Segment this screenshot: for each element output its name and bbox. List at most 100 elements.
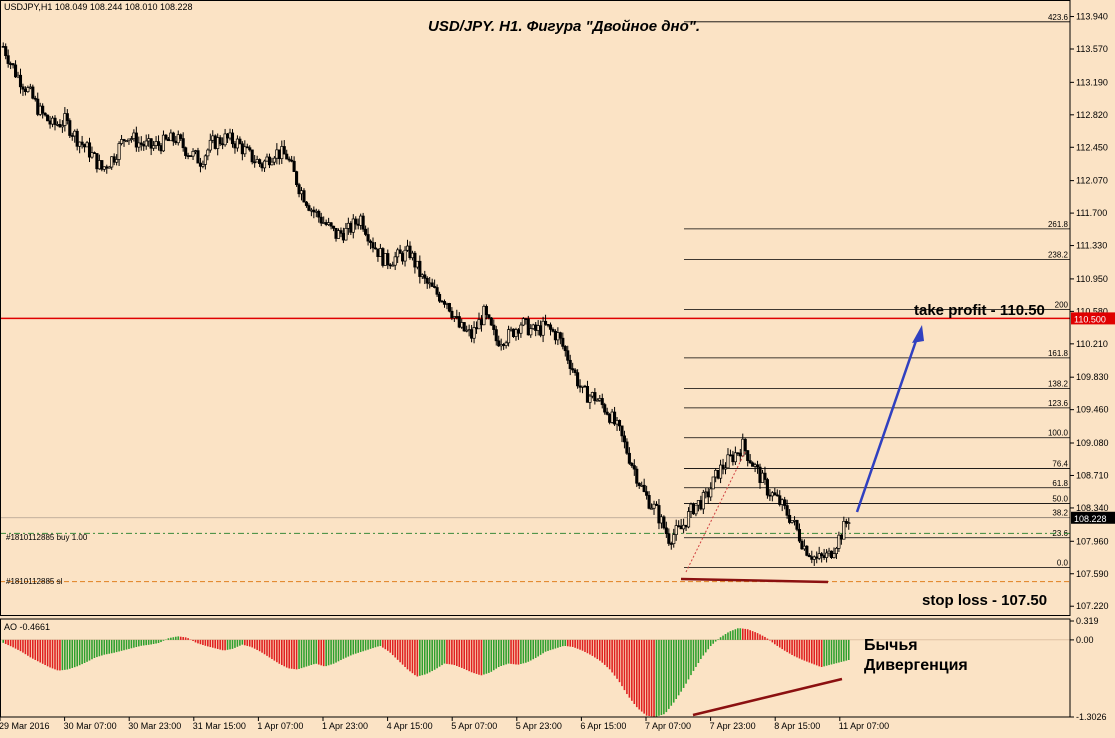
price-marker-label: 110.500 <box>1074 314 1106 324</box>
candle-body <box>765 479 769 496</box>
candle-body <box>127 138 131 142</box>
candle-body <box>682 524 686 530</box>
candle-body <box>413 252 417 268</box>
candle-body <box>544 320 548 325</box>
candle-body <box>600 398 604 405</box>
candle-body <box>267 156 272 166</box>
price-tick-label: 109.460 <box>1076 405 1109 415</box>
candle-body <box>235 138 239 149</box>
candle-body <box>778 495 782 505</box>
candle-body <box>351 218 355 233</box>
candle-body <box>381 248 385 266</box>
candle-body <box>563 346 567 352</box>
candle-body <box>551 329 555 332</box>
candle-body <box>566 350 570 361</box>
candle-body <box>783 499 787 506</box>
candle-body <box>775 494 779 497</box>
candle-body <box>507 329 511 344</box>
candle-body <box>250 149 254 163</box>
candle-body <box>349 222 353 233</box>
candle-body <box>87 142 92 158</box>
candle-body <box>260 163 264 169</box>
candle-body <box>797 529 802 542</box>
candle-body <box>312 209 316 213</box>
candle-body <box>240 143 244 155</box>
take-profit-annotation: take profit - 110.50 <box>914 302 1045 319</box>
candle-body <box>211 135 215 141</box>
candle-body <box>366 234 370 242</box>
candle-body <box>245 146 249 149</box>
candle-body <box>396 249 400 258</box>
candle-body <box>58 124 62 128</box>
candle-body <box>85 142 89 148</box>
candle-body <box>117 143 121 160</box>
candle-body <box>667 533 671 544</box>
candle-body <box>191 151 195 157</box>
time-tick-label: 1 Apr 23:00 <box>322 721 368 731</box>
target-arrow-line <box>855 334 920 513</box>
candle-body <box>46 114 50 122</box>
candle-body <box>728 454 732 457</box>
candle-body <box>92 152 96 154</box>
candle-body <box>129 138 133 140</box>
candle-body <box>541 320 545 336</box>
candle-body <box>213 135 217 149</box>
candle-body <box>97 160 101 170</box>
price-tick-label: 111.330 <box>1076 241 1107 251</box>
candle-body <box>334 227 338 239</box>
candle-body <box>428 282 432 285</box>
awesome-oscillator-chart <box>0 628 1070 717</box>
fibonacci-level-label: 50.0 <box>1052 495 1068 504</box>
candle-body <box>669 543 673 545</box>
candle-body <box>770 492 774 497</box>
candle-body <box>90 152 94 158</box>
candle-body <box>482 306 486 326</box>
price-tick-label: 113.570 <box>1076 44 1108 54</box>
candle-body <box>472 327 476 339</box>
candle-body <box>731 454 735 463</box>
candle-body <box>790 520 794 523</box>
candle-body <box>758 466 762 483</box>
stop-loss-annotation: stop loss - 107.50 <box>922 592 1048 609</box>
candle-body <box>356 223 360 226</box>
candle-body <box>479 319 484 326</box>
candle-body <box>299 190 304 195</box>
candle-body <box>430 282 434 287</box>
price-chart: 0.023.638.250.061.876.4100.0123.6138.216… <box>0 13 1070 584</box>
candle-body <box>23 88 27 92</box>
time-tick-label: 31 Mar 15:00 <box>193 721 246 731</box>
price-tick-label: 112.450 <box>1076 142 1108 152</box>
buy-order-label: #1810112885 buy 1.00 <box>6 533 88 542</box>
candle-body <box>558 332 562 339</box>
candle-body <box>134 132 138 148</box>
candle-body <box>258 159 262 165</box>
candle-body <box>156 141 161 146</box>
candle-body <box>198 162 202 167</box>
candle-body <box>502 344 506 346</box>
candle-body <box>388 264 392 267</box>
candle-body <box>9 63 13 65</box>
candle-body <box>447 303 451 312</box>
candle-body <box>445 303 449 305</box>
candle-body <box>161 134 166 152</box>
candle-body <box>837 534 841 549</box>
candle-body <box>573 369 577 373</box>
price-tick-label: 107.960 <box>1076 536 1109 546</box>
candle-body <box>788 514 792 523</box>
candle-body <box>233 143 237 149</box>
candle-body <box>179 134 183 139</box>
candle-body <box>272 157 276 163</box>
fibonacci-level-label: 100.0 <box>1048 429 1069 438</box>
candle-body <box>373 247 378 250</box>
double-bottom-line <box>680 577 829 584</box>
candle-body <box>844 521 848 524</box>
candle-body <box>834 547 838 554</box>
price-marker-box <box>1071 312 1115 325</box>
ao-panel-frame <box>0 618 1071 718</box>
candle-body <box>773 492 777 496</box>
candle-body <box>327 222 331 225</box>
candle-body <box>393 256 397 266</box>
candle-body <box>137 142 141 148</box>
candle-body <box>691 503 696 515</box>
